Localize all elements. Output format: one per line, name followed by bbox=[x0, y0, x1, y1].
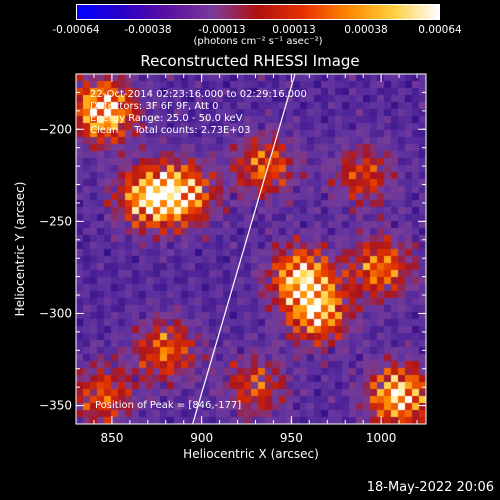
y-axis-label: Heliocentric Y (arcsec) bbox=[13, 182, 27, 317]
x-axis-label: Heliocentric X (arcsec) bbox=[183, 447, 319, 461]
y-tick-label: −250 bbox=[39, 214, 72, 228]
annotation-energy-range: Energy Range: 25.0 - 50.0 keV bbox=[90, 113, 243, 124]
annotation-peak-position: Position of Peak = [846,-177] bbox=[95, 400, 241, 411]
x-tick-label: 950 bbox=[280, 431, 303, 445]
annotation-detectors: Detectors: 3F 6F 9F, Att 0 bbox=[90, 101, 218, 112]
chart-title: Reconstructed RHESSI Image bbox=[140, 52, 360, 70]
y-tick-label: −350 bbox=[39, 399, 72, 413]
footer-timestamp: 18-May-2022 20:06 bbox=[366, 480, 494, 495]
colorbar bbox=[76, 4, 440, 20]
colorbar-tick: 0.00064 bbox=[418, 24, 462, 36]
colorbar-tick: 0.00038 bbox=[344, 24, 388, 36]
solar-limb-line bbox=[192, 73, 296, 425]
x-tick-label: 900 bbox=[190, 431, 213, 445]
y-tick-label: −300 bbox=[39, 306, 72, 320]
y-tick-label: −200 bbox=[39, 122, 72, 136]
heatmap-plot bbox=[76, 74, 426, 424]
x-tick-label: 850 bbox=[100, 431, 123, 445]
colorbar-units: (photons cm⁻² s⁻¹ asec⁻²) bbox=[193, 36, 323, 47]
colorbar-tick: 0.00013 bbox=[272, 24, 316, 36]
annotation-time-range: 22-Oct-2014 02:23:16.000 to 02:29:16.000 bbox=[90, 89, 307, 100]
x-tick-label: 1000 bbox=[366, 431, 397, 445]
annotation-clean-counts: Clean Total counts: 2.73E+03 bbox=[90, 125, 250, 136]
heatmap-canvas bbox=[76, 74, 426, 424]
colorbar-tick: -0.00064 bbox=[52, 24, 100, 36]
plot-border bbox=[75, 73, 427, 425]
colorbar-tick: -0.00013 bbox=[198, 24, 246, 36]
colorbar-tick: -0.00038 bbox=[124, 24, 172, 36]
